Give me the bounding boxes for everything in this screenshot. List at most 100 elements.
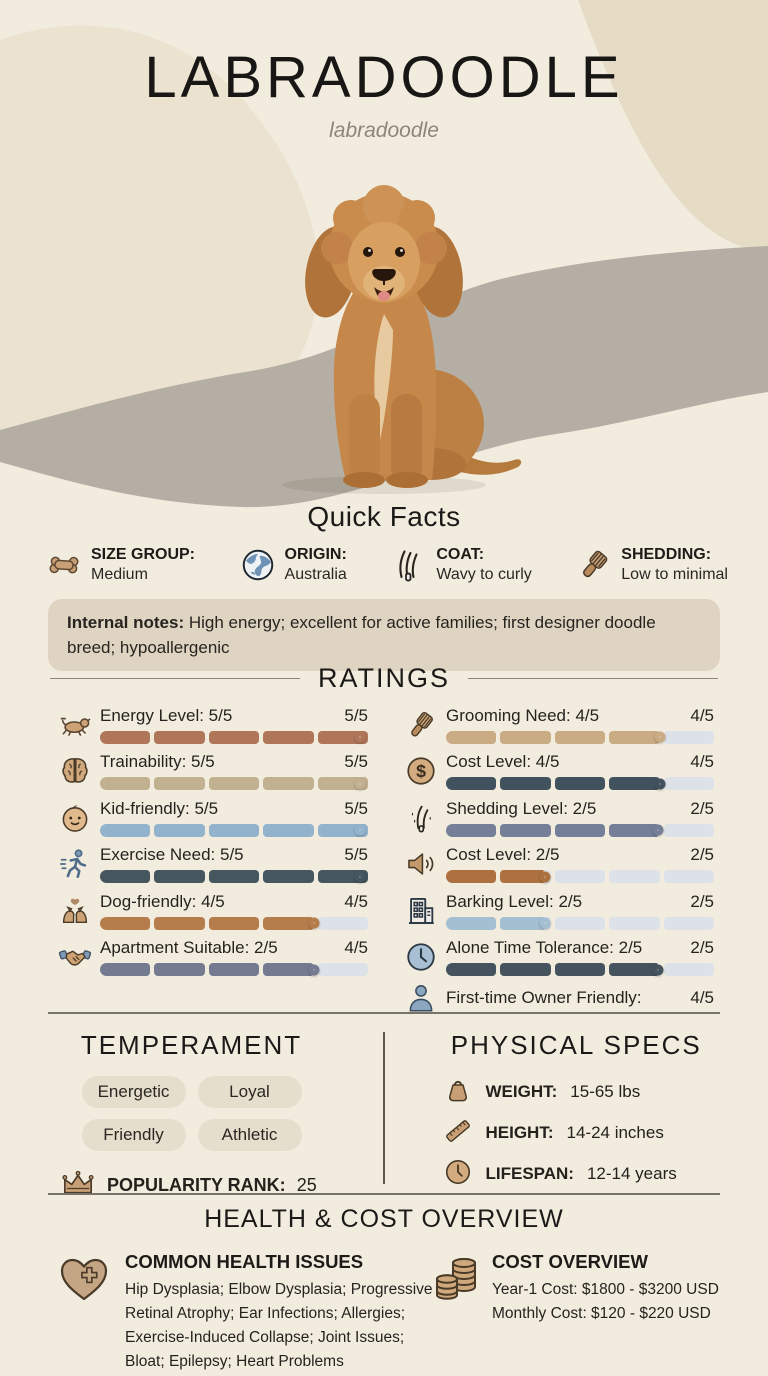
- health-heading: COMMON HEALTH ISSUES: [125, 1251, 364, 1272]
- hair-follicle-icon: [402, 799, 440, 837]
- cost-block: COST OVERVIEW Year-1 Cost: $1800 - $3200…: [433, 1251, 719, 1374]
- rating-row-noise: Cost Level: 2/5 2/5: [402, 845, 715, 883]
- header-rule-left: [50, 677, 300, 680]
- rating-value: 5/5: [344, 845, 368, 864]
- ratings-column-left: Energy Level: 5/5 5/5 Trainability: 5/5 5/…: [56, 705, 369, 1022]
- quick-facts-row: SIZE GROUP: Medium ORIGIN: Australia C: [46, 546, 728, 584]
- quick-fact-value: Wavy to curly: [436, 566, 532, 583]
- temperament-tag: Loyal: [197, 1076, 302, 1108]
- header: LABRADOODLE labradoodle: [0, 44, 768, 143]
- rating-label: Exercise Need: 5/5: [100, 845, 244, 864]
- heart-cross-icon: [56, 1251, 112, 1374]
- rating-bar: [446, 870, 715, 883]
- clock-icon: [402, 938, 440, 976]
- runner-icon: [56, 845, 94, 883]
- spec-value: 12-14 years: [586, 1164, 677, 1183]
- handshake-icon: [56, 938, 94, 976]
- rating-value: 2/5: [690, 845, 714, 864]
- popularity-rank: POPULARITY RANK: 25: [60, 1166, 383, 1205]
- health-cost-section: HEALTH & COST OVERVIEW COMMON HEALTH ISS…: [0, 1205, 768, 1374]
- rating-value: 4/5: [344, 938, 368, 957]
- spec-label: HEIGHT:: [485, 1123, 554, 1142]
- rating-bar: [446, 777, 715, 790]
- rating-label: Energy Level: 5/5: [100, 705, 233, 725]
- quick-fact-value: Australia: [284, 566, 347, 583]
- dollar-coin-icon: $: [402, 752, 440, 790]
- rating-bar: [100, 870, 369, 883]
- rating-bar: [446, 823, 715, 837]
- quick-fact-label: COAT:: [436, 546, 485, 563]
- dog-friends-icon: [56, 892, 94, 930]
- rating-label: Cost Level: 2/5: [446, 845, 560, 864]
- running-dog-icon: [56, 706, 94, 744]
- rating-value: 2/5: [690, 938, 714, 957]
- spec-label: WEIGHT:: [485, 1082, 558, 1101]
- coins-icon: [433, 1251, 479, 1374]
- rating-label: Alone Time Tolerance: 2/5: [446, 938, 643, 957]
- spec-label: LIFESPAN:: [485, 1164, 574, 1183]
- temperament-column: TEMPERAMENT Energetic Loyal Friendly Ath…: [0, 1026, 383, 1195]
- brain-icon: [56, 752, 94, 790]
- rating-value: 4/5: [690, 752, 714, 771]
- ratings-column-right: Grooming Need: 4/5 4/5 $ Cost Level: 4/5 4…: [402, 705, 715, 1022]
- health-issues-text: Hip Dysplasia; Elbow Dysplasia; Progress…: [125, 1281, 433, 1370]
- cost-monthly-line: Monthly Cost: $120 - $220 USD: [492, 1305, 711, 1322]
- baby-face-icon: [56, 799, 94, 837]
- internal-notes: Internal notes: High energy; excellent f…: [48, 599, 720, 671]
- ratings-grid: Energy Level: 5/5 5/5 Trainability: 5/5 5/…: [56, 705, 715, 1022]
- internal-notes-label: Internal notes:: [67, 613, 185, 632]
- coat-hair-icon: [391, 547, 427, 583]
- rating-bar: [100, 916, 369, 930]
- rating-label: Apartment Suitable: 2/5: [100, 938, 278, 957]
- rating-bar: [100, 730, 369, 744]
- rating-row-first-time-owner: First-time Owner Friendly: 4/5: [402, 985, 714, 1012]
- rating-value: 4/5: [690, 705, 714, 725]
- rating-label: Grooming Need: 4/5: [446, 705, 600, 725]
- quick-fact-value: Medium: [91, 566, 148, 583]
- cost-year1-line: Year-1 Cost: $1800 - $3200 USD: [492, 1281, 719, 1298]
- rating-value: 5/5: [344, 798, 368, 818]
- popularity-label: POPULARITY RANK:: [107, 1175, 286, 1195]
- rating-value: 2/5: [690, 891, 714, 911]
- rating-value: 5/5: [344, 752, 368, 771]
- popularity-value: 25: [296, 1175, 317, 1195]
- column-divider: [383, 1032, 385, 1184]
- quick-fact-origin: ORIGIN: Australia: [240, 546, 347, 584]
- rating-row-kid-friendly: Kid-friendly: 5/5 5/5: [56, 798, 369, 837]
- page-subtitle: labradoodle: [329, 119, 439, 142]
- bone-icon: [46, 547, 82, 583]
- temperament-physical-section: TEMPERAMENT Energetic Loyal Friendly Ath…: [0, 1026, 768, 1195]
- temperament-tag: Athletic: [197, 1119, 302, 1151]
- section-divider: [48, 1012, 720, 1014]
- ruler-icon: [443, 1116, 473, 1151]
- rating-bar: [100, 823, 369, 837]
- quick-fact-coat: COAT: Wavy to curly: [391, 546, 532, 584]
- hairbrush-icon: [402, 706, 440, 744]
- rating-bar: [446, 963, 715, 976]
- rating-row-grooming: Grooming Need: 4/5 4/5: [402, 705, 715, 744]
- spec-value: 14-24 inches: [566, 1123, 664, 1142]
- quick-fact-size-group: SIZE GROUP: Medium: [46, 546, 195, 584]
- quick-fact-shedding: SHEDDING: Low to minimal: [576, 546, 728, 584]
- quick-fact-label: SHEDDING:: [621, 546, 712, 563]
- svg-text:$: $: [416, 761, 426, 781]
- section-divider: [48, 1193, 720, 1195]
- health-cost-columns: COMMON HEALTH ISSUES Hip Dysplasia; Elbo…: [56, 1251, 719, 1374]
- shedding-brush-icon: [576, 547, 612, 583]
- weight-icon: [443, 1075, 473, 1110]
- ratings-section: RATINGS Energy Level: 5/5 5/5: [0, 663, 768, 1022]
- temperament-title: TEMPERAMENT: [80, 1030, 303, 1060]
- spec-list: WEIGHT: 15-65 lbs HEIGHT: 14-24 inches L…: [443, 1077, 768, 1189]
- health-block: COMMON HEALTH ISSUES Hip Dysplasia; Elbo…: [56, 1251, 433, 1374]
- rating-label: Cost Level: 4/5: [446, 752, 560, 771]
- crown-icon: [60, 1166, 96, 1205]
- ratings-header: RATINGS: [50, 663, 719, 694]
- labradoodle-illustration: [282, 185, 522, 494]
- rating-row-dog-friendly: Dog-friendly: 4/5 4/5: [56, 891, 369, 930]
- speaker-icon: [402, 845, 440, 883]
- rating-value: 4/5: [344, 891, 368, 911]
- rating-value: 2/5: [690, 798, 714, 818]
- rating-label: Dog-friendly: 4/5: [100, 891, 225, 911]
- rating-label: First-time Owner Friendly:: [446, 988, 642, 1007]
- rating-bar: [446, 916, 715, 930]
